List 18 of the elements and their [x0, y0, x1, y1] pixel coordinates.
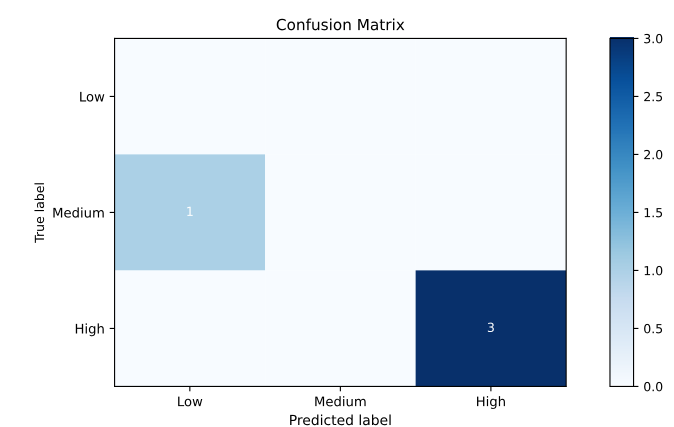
y-tick-label: Medium: [53, 207, 104, 218]
y-axis-title: True label: [34, 183, 44, 243]
color-bar-label: 0.5: [644, 324, 662, 334]
data-label: 1: [187, 206, 193, 216]
chart-title: Confusion Matrix: [276, 18, 404, 30]
color-bar-label: 2.5: [644, 92, 662, 102]
x-axis-title: Predicted label: [290, 414, 391, 426]
color-bar-label: 0.0: [644, 382, 662, 392]
color-bar-label: 1.5: [644, 208, 662, 218]
y-tick-label: Low: [80, 92, 104, 102]
y-tick-label: High: [76, 323, 104, 336]
data-label: 3: [488, 322, 494, 332]
color-bar-label: 3.0: [644, 34, 662, 44]
x-tick-label: High: [477, 396, 505, 409]
color-bar-label: 1.0: [644, 266, 662, 276]
x-tick-label: Low: [178, 396, 202, 406]
color-bar-label: 2.0: [644, 150, 662, 160]
x-tick-label: Medium: [315, 396, 366, 406]
